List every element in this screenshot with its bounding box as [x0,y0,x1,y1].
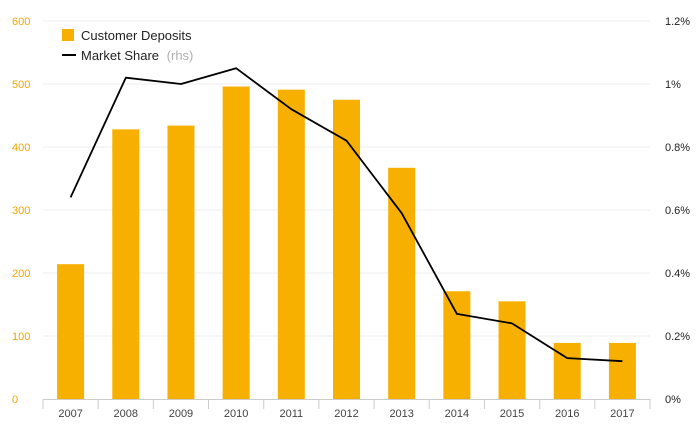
bar-2009 [167,125,195,399]
bar-2007 [57,264,85,399]
right-axis-ticks: 0% 0.2% 0.4% 0.6% 0.8% 1% 1.2% [665,16,690,406]
bar-2011 [277,89,305,400]
bar-2015 [498,301,526,399]
x-tick-label: 2014 [445,408,469,420]
bar-2012 [333,99,360,399]
bar-series-customer-deposits [57,86,636,400]
x-tick-label: 2015 [500,408,524,420]
legend-label-market-share-text: Market Share [81,48,159,63]
bar-2014 [443,291,471,399]
left-tick-label: 600 [12,16,30,28]
legend-label-market-share: Market Share (rhs) [81,48,193,63]
bar-2010 [222,86,250,400]
x-tick-label: 2012 [334,408,358,420]
right-tick-label: 0% [665,394,681,406]
line-series-market-share [69,67,623,363]
x-tick-label: 2011 [279,408,303,420]
right-tick-label: 0.2% [665,331,690,343]
legend-label-market-share-note: (rhs) [167,48,194,63]
x-tick-label: 2008 [114,408,138,420]
right-tick-label: 1.2% [665,16,690,28]
left-tick-label: 100 [12,331,30,343]
right-tick-label: 0.8% [665,142,690,154]
legend-swatch-customer-deposits [62,29,74,41]
left-tick-label: 400 [12,142,30,154]
left-tick-label: 300 [12,205,30,217]
bar-2013 [388,167,416,399]
left-tick-label: 500 [12,79,30,91]
x-tick-label: 2013 [389,408,413,420]
bar-2017 [608,342,636,399]
axes [42,399,651,409]
left-axis-ticks: 0 100 200 300 400 500 600 [12,16,30,406]
x-tick-label: 2010 [224,408,248,420]
left-tick-label: 200 [12,268,30,280]
bar-2008 [112,129,140,400]
right-tick-label: 1% [665,79,681,91]
left-tick-label: 0 [12,394,18,406]
legend: Customer Deposits Market Share (rhs) [62,28,193,63]
x-axis-ticks: 2007 2008 2009 2010 2011 2012 2013 2014 2015 2016… [58,408,634,420]
right-tick-label: 0.4% [665,268,690,280]
x-tick-label: 2016 [555,408,579,420]
right-tick-label: 0.6% [665,205,690,217]
legend-label-customer-deposits: Customer Deposits [81,28,192,43]
x-tick-label: 2007 [58,408,82,420]
x-tick-label: 2009 [169,408,193,420]
x-tick-label: 2017 [610,408,634,420]
